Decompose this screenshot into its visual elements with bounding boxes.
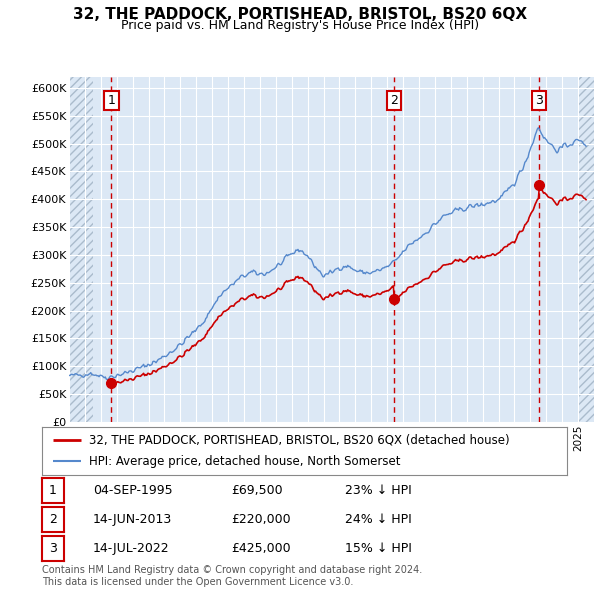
Bar	[69, 77, 93, 422]
Text: Contains HM Land Registry data © Crown copyright and database right 2024.
This d: Contains HM Land Registry data © Crown c…	[42, 565, 422, 587]
Bar	[578, 77, 594, 422]
Text: 23% ↓ HPI: 23% ↓ HPI	[345, 484, 412, 497]
Text: 24% ↓ HPI: 24% ↓ HPI	[345, 513, 412, 526]
Text: 32, THE PADDOCK, PORTISHEAD, BRISTOL, BS20 6QX (detached house): 32, THE PADDOCK, PORTISHEAD, BRISTOL, BS…	[89, 434, 510, 447]
Text: 1: 1	[49, 484, 57, 497]
Text: 3: 3	[49, 542, 57, 555]
Text: 1: 1	[107, 94, 115, 107]
Text: 3: 3	[535, 94, 543, 107]
Text: 2: 2	[391, 94, 398, 107]
Text: Price paid vs. HM Land Registry's House Price Index (HPI): Price paid vs. HM Land Registry's House …	[121, 19, 479, 32]
Text: 2: 2	[49, 513, 57, 526]
Text: 15% ↓ HPI: 15% ↓ HPI	[345, 542, 412, 555]
Text: £69,500: £69,500	[231, 484, 283, 497]
Text: £425,000: £425,000	[231, 542, 290, 555]
Text: 32, THE PADDOCK, PORTISHEAD, BRISTOL, BS20 6QX: 32, THE PADDOCK, PORTISHEAD, BRISTOL, BS…	[73, 7, 527, 22]
Text: 14-JUL-2022: 14-JUL-2022	[93, 542, 170, 555]
Text: £220,000: £220,000	[231, 513, 290, 526]
Text: 14-JUN-2013: 14-JUN-2013	[93, 513, 172, 526]
Text: HPI: Average price, detached house, North Somerset: HPI: Average price, detached house, Nort…	[89, 455, 401, 468]
Text: 04-SEP-1995: 04-SEP-1995	[93, 484, 173, 497]
